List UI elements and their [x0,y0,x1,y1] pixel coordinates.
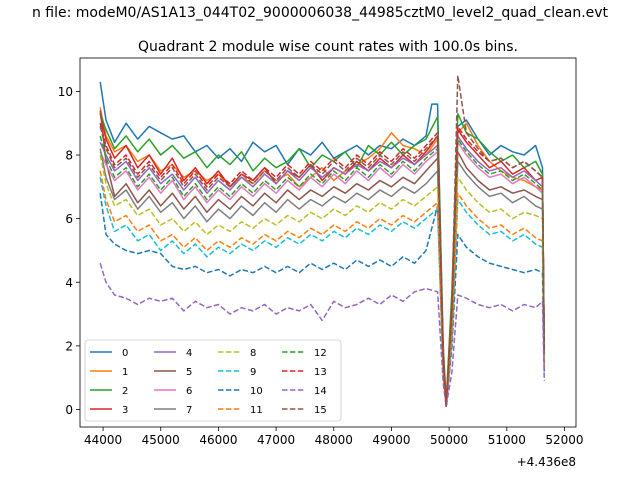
series-line-8 [99,154,546,408]
series-line-12 [99,135,546,408]
x-tick-label: 45000 [142,433,180,447]
series-line-13 [99,123,546,408]
series-line-7 [99,148,546,408]
series-line-9 [99,177,546,408]
legend-label-6: 6 [186,386,192,397]
y-tick-label: 8 [65,149,73,163]
series-line-15 [99,74,546,408]
y-tick-label: 10 [58,85,73,99]
series-line-10 [99,193,546,408]
plot-frame [79,57,577,428]
y-tick-label: 0 [65,403,73,417]
legend-label-15: 15 [314,405,327,416]
x-tick-label: 51000 [488,433,526,447]
x-tick-label: 47000 [257,433,295,447]
series-line-6 [99,141,546,408]
y-tick-label: 4 [65,276,73,290]
series-line-5 [99,110,546,408]
series-line-14 [99,262,546,408]
y-tick-label: 2 [65,339,73,353]
x-tick-label: 50000 [430,433,468,447]
x-tick-label: 48000 [315,433,353,447]
x-tick-label: 44000 [84,433,122,447]
legend-label-7: 7 [186,405,192,416]
x-axis: 44000 45000 46000 47000 48000 49000 50000 51000… [84,427,584,447]
legend-label-5: 5 [186,367,192,378]
legend-label-11: 11 [250,405,263,416]
legend-label-4: 4 [186,348,192,359]
legend-label-13: 13 [314,367,327,378]
y-axis: 0 2 4 6 8 10 [58,85,80,417]
series-line-4 [99,135,546,408]
legend-label-9: 9 [250,367,256,378]
legend-label-14: 14 [314,386,327,397]
legend-label-2: 2 [122,386,128,397]
legend-label-1: 1 [122,367,128,378]
legend-label-10: 10 [250,386,263,397]
legend-box [84,339,342,422]
legend-label-3: 3 [122,405,128,416]
series-line-11 [99,170,546,408]
legend-label-8: 8 [250,348,256,359]
x-tick-label: 52000 [545,433,583,447]
series-layer [99,74,546,408]
legend-label-12: 12 [314,348,327,359]
x-offset-label: +4.436e8 [517,455,576,469]
x-tick-label: 46000 [199,433,237,447]
series-line-2 [99,112,546,404]
y-tick-label: 6 [65,212,73,226]
chart-title: Quadrant 2 module wise count rates with … [138,39,518,55]
figure-suptitle: n file: modeM0/AS1A13_044T02_9000006038_… [32,5,609,21]
x-tick-label: 49000 [372,433,410,447]
legend-label-0: 0 [122,348,128,359]
